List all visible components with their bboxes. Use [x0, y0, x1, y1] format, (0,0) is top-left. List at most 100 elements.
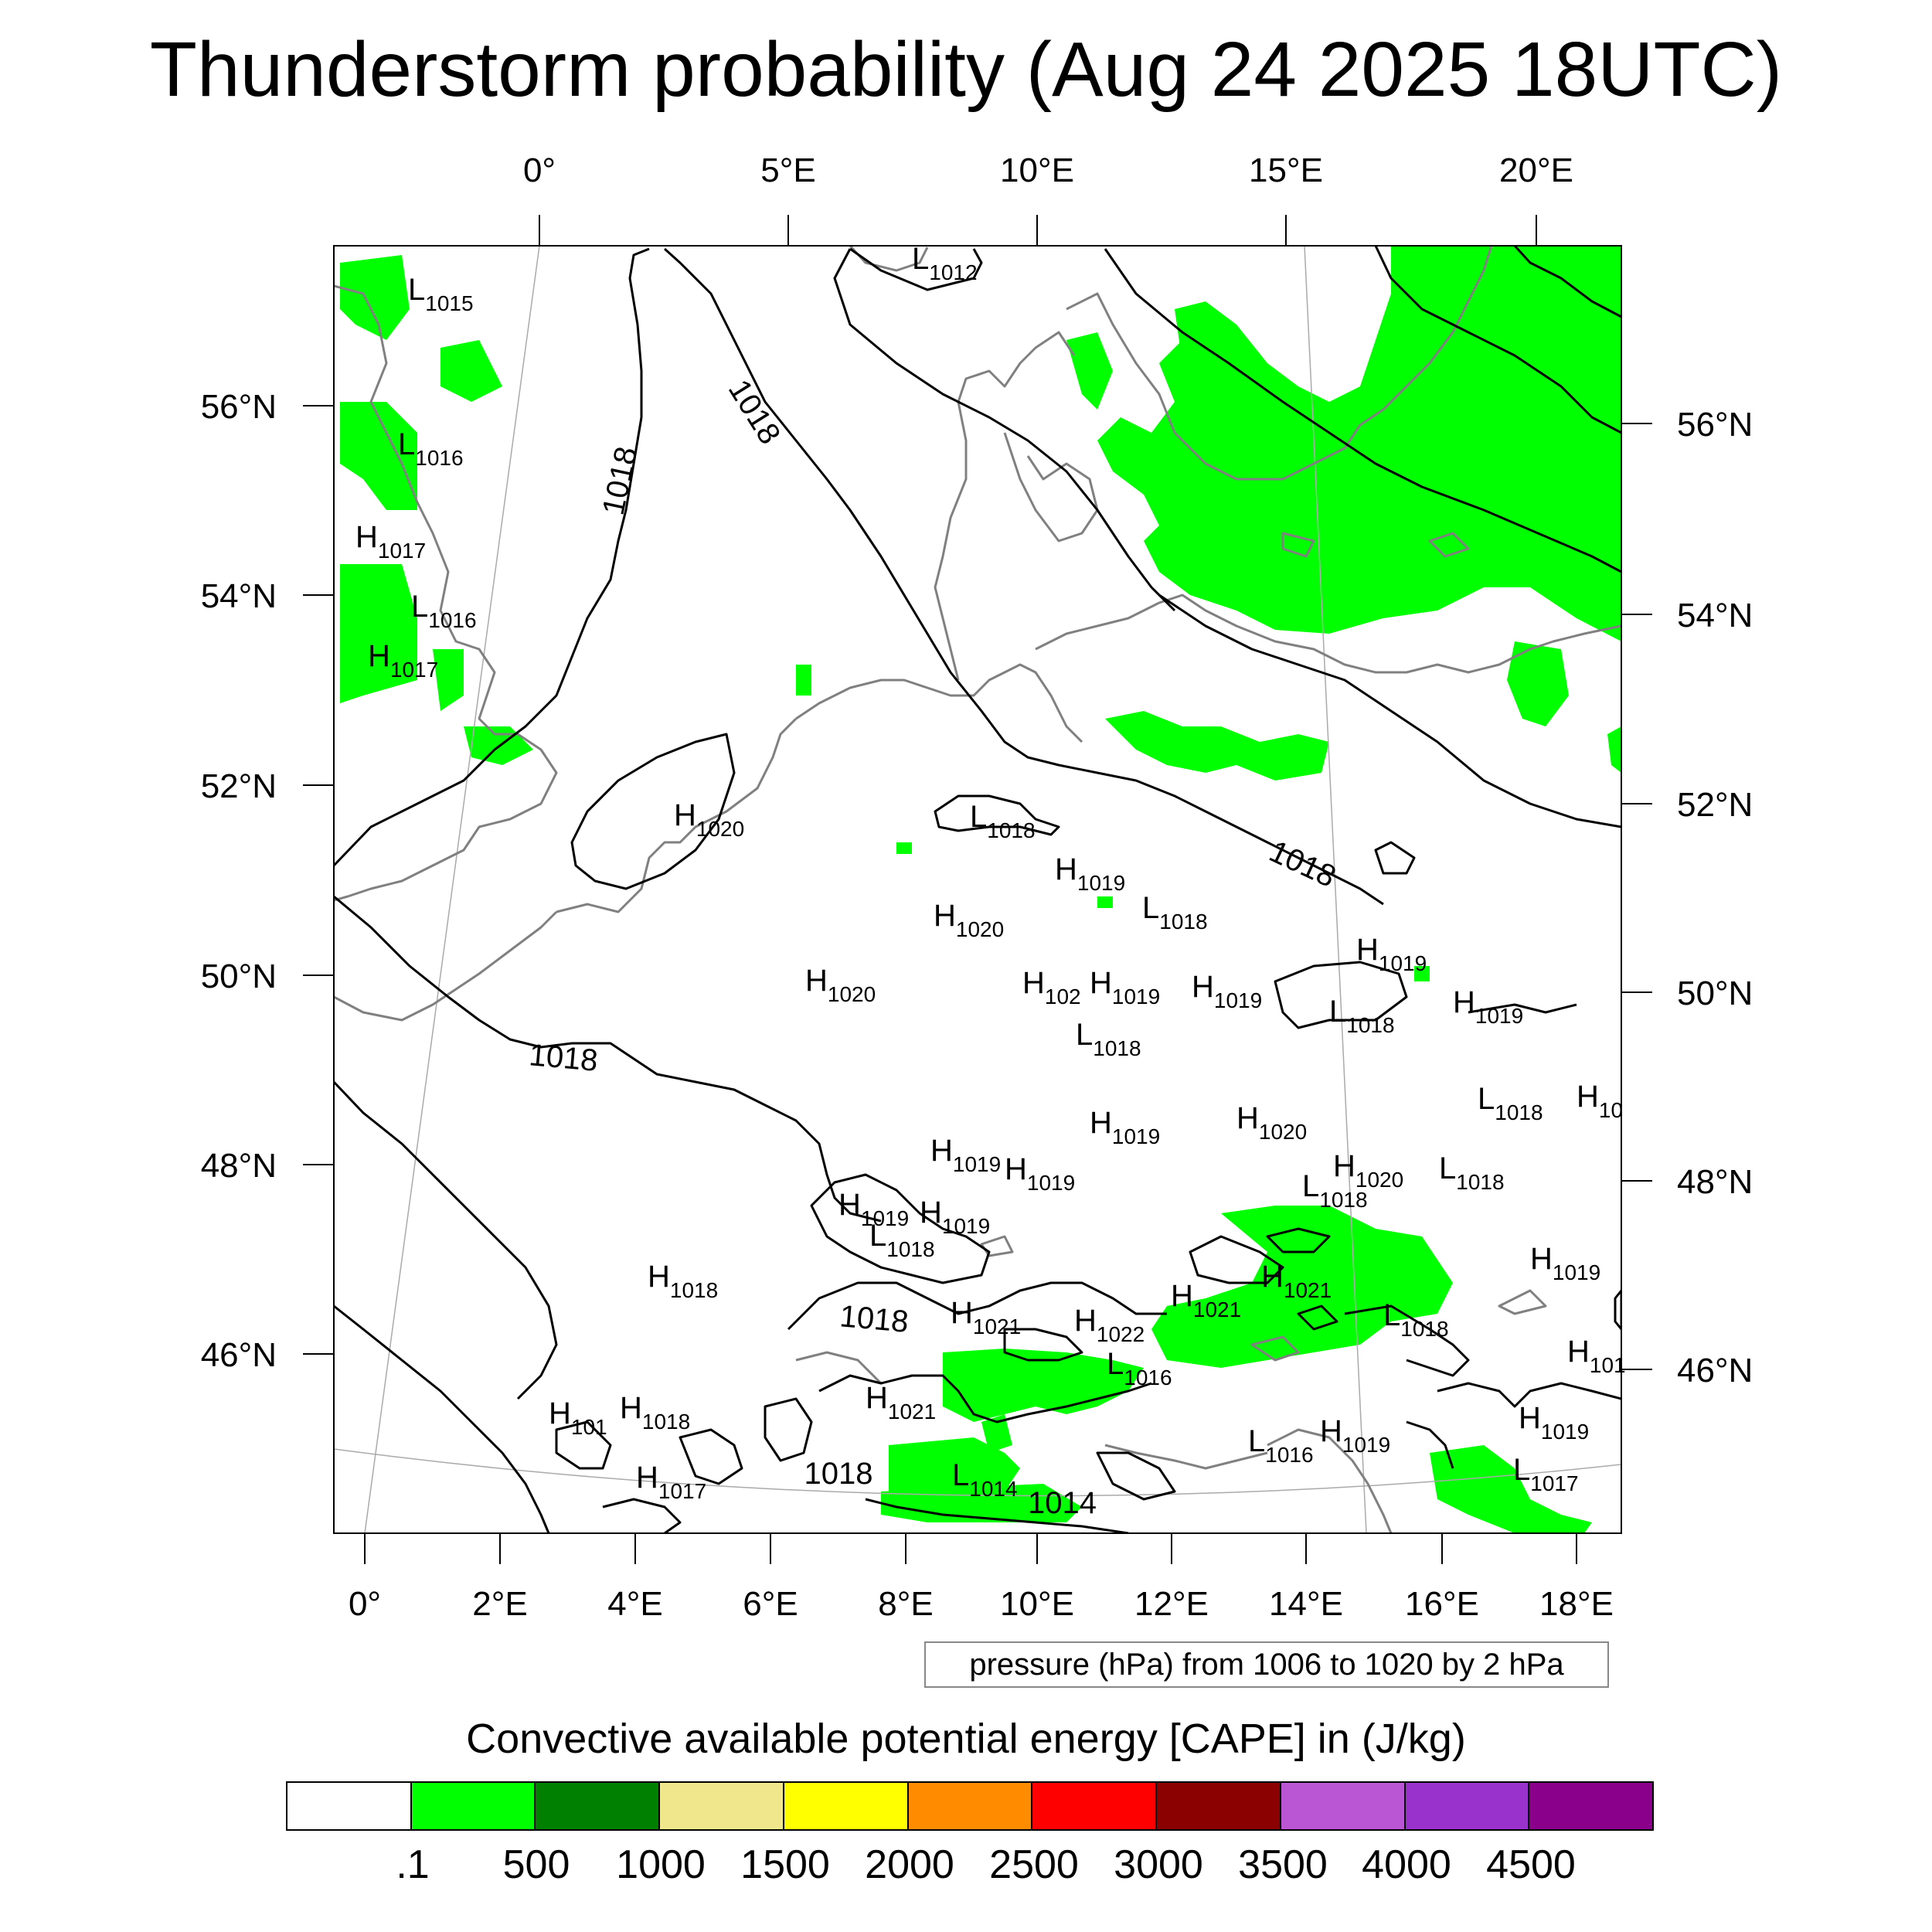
cape-area-alps-north — [1151, 1206, 1453, 1368]
graticule — [334, 246, 1621, 1533]
pressure-center-label: H1020 — [1236, 1101, 1307, 1144]
colorbar-labels: .1 500 1000 1500 2000 2500 3000 3500 400… — [0, 1839, 1932, 1893]
coast-benelux-germany — [795, 663, 1083, 743]
colorbar-label: 2000 — [865, 1842, 954, 1887]
cape-area-east-edge — [1607, 726, 1621, 773]
pressure-center-label: H1021 — [951, 1296, 1021, 1338]
top-lon-label: 0° — [523, 151, 556, 189]
pressure-center-label: L1018 — [1478, 1082, 1543, 1124]
colorbar-label: 3500 — [1238, 1842, 1328, 1887]
cape-area-po-valley — [981, 1414, 1012, 1453]
colorbar-cell — [908, 1783, 1033, 1829]
left-lat-label: 50°N — [201, 957, 277, 995]
coast-sweden-south — [1066, 246, 1493, 481]
colorbar-label: 2500 — [989, 1842, 1079, 1887]
colorbar-cell — [287, 1783, 412, 1829]
top-lon-labels: 0° 5°E 10°E 15°E 20°E — [523, 151, 1573, 189]
pressure-center-label: L1018 — [1302, 1169, 1368, 1212]
isobar-alps-c — [1266, 1227, 1331, 1253]
right-lat-label: 48°N — [1677, 1163, 1753, 1201]
pressure-center-label: L1014 — [952, 1458, 1018, 1501]
coast-jutland — [934, 331, 1076, 681]
isobar-west-lower — [334, 1080, 558, 1400]
pressure-center-label: H1019 — [1519, 1401, 1589, 1444]
pressure-center-label: L1012 — [912, 242, 978, 284]
coast-denmark-islands — [1003, 432, 1099, 543]
colorbar-label: 500 — [502, 1842, 570, 1887]
bottom-lon-label: 12°E — [1134, 1585, 1209, 1623]
pressure-center-label: H1019 — [1356, 933, 1427, 975]
isobar-central-1018 — [663, 247, 1384, 906]
pressure-center-label: H1017 — [355, 520, 426, 563]
pressure-center-label: H10 — [1577, 1080, 1623, 1122]
bottom-lon-label: 16°E — [1405, 1585, 1479, 1623]
pressure-center-label: L1018 — [1142, 891, 1208, 934]
pressure-center-label: L1016 — [398, 427, 464, 470]
isobar-southwest-a — [555, 1420, 612, 1470]
right-lat-label: 50°N — [1677, 975, 1753, 1012]
isobar-benelux-high — [570, 733, 736, 890]
pressure-center-label: L1018 — [970, 800, 1036, 842]
coast-uk-east — [334, 284, 558, 902]
cape-area-balkans — [1430, 1445, 1592, 1533]
right-lat-label: 46°N — [1677, 1352, 1753, 1389]
pressure-center-label: L1018 — [869, 1219, 935, 1261]
cape-area-small-a — [1414, 966, 1430, 981]
left-lat-label: 46°N — [201, 1336, 277, 1374]
pressure-center-label: L1018 — [1439, 1151, 1505, 1194]
pressure-center-label: H102 — [1022, 966, 1081, 1009]
pressure-center-label: L1018 — [1076, 1018, 1141, 1060]
bottom-lon-label: 4°E — [607, 1585, 662, 1623]
left-lat-label: 56°N — [201, 388, 277, 426]
coast-lake-a — [980, 1235, 1014, 1257]
pressure-centers: L1015 L1016 H1017 L1016 H1017 L1012 H102… — [355, 242, 1626, 1520]
bottom-lon-label: 0° — [349, 1585, 381, 1623]
pressure-center-label: H1021 — [1261, 1260, 1332, 1302]
colorbar-label: 1500 — [740, 1842, 830, 1887]
colorbar-cell — [1281, 1783, 1406, 1829]
colorbar-label: 1000 — [616, 1842, 706, 1887]
colorbar — [286, 1781, 1654, 1831]
isobar-pl-low — [934, 794, 1060, 836]
isobars — [334, 246, 1621, 1533]
colorbar-cell — [1157, 1783, 1281, 1829]
isobar-southwest-c — [764, 1397, 813, 1462]
colorbar-cell — [660, 1783, 784, 1829]
isobar-north-low — [849, 247, 983, 291]
pressure-center-label: H1021 — [866, 1381, 936, 1423]
pressure-center-label: L1016 — [1107, 1347, 1172, 1389]
colorbar-cell — [1405, 1783, 1530, 1829]
cape-area-uk-south — [340, 564, 417, 703]
left-lat-label: 48°N — [201, 1147, 277, 1185]
cape-areas — [340, 246, 1621, 1533]
coast-uk-south — [334, 910, 558, 1022]
isobar-label: 1018 — [528, 1038, 599, 1078]
pressure-center-label: H1019 — [1320, 1414, 1390, 1457]
bottom-lon-label: 2°E — [472, 1585, 527, 1623]
isobar-south-b — [1003, 1328, 1083, 1362]
isobar-south-d — [865, 1498, 1129, 1533]
isobar-east-small — [1468, 1003, 1577, 1014]
cape-area-uk-east — [433, 649, 464, 711]
pressure-center-label: H1020 — [934, 899, 1004, 941]
left-lat-labels: 56°N 54°N 52°N 50°N 48°N 46°N — [201, 388, 277, 1374]
bottom-lon-label: 6°E — [743, 1585, 798, 1623]
colorbar-cell — [536, 1783, 661, 1829]
right-lat-label: 56°N — [1677, 406, 1753, 444]
cape-area-baltic-west — [1175, 301, 1298, 440]
isobar-east-edge — [1614, 1289, 1621, 1331]
coast-east-edge — [1498, 1289, 1547, 1315]
pressure-center-label: H1020 — [674, 798, 744, 841]
left-lat-label: 54°N — [201, 577, 277, 615]
coast-adriatic-west — [1104, 1444, 1268, 1470]
isobar-bavaria — [810, 1173, 991, 1284]
pressure-center-label: H1019 — [1530, 1242, 1600, 1284]
axis-ticks — [303, 215, 1652, 1564]
isobar-balkan — [1437, 1382, 1621, 1408]
isobar-south-c — [1096, 1451, 1176, 1501]
isobar-east-long — [1158, 594, 1621, 828]
pressure-center-label: H101 — [549, 1396, 607, 1439]
cape-area-small-c — [896, 842, 912, 854]
cape-area-small-b — [1097, 896, 1113, 908]
